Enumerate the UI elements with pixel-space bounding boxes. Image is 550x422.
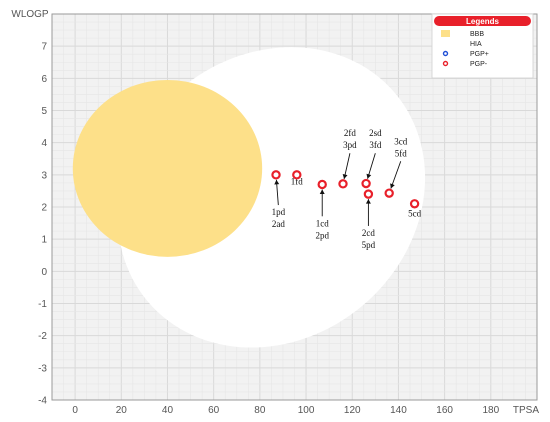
legend-title: Legends [466,17,499,26]
data-point [317,179,327,190]
y-tick-label: 6 [41,74,47,85]
region-bbb [72,79,263,257]
legend-title-bar [434,16,531,26]
x-tick-label: 160 [436,405,453,416]
y-tick-label: -4 [38,396,47,407]
annotation-arrowhead [390,183,395,189]
y-tick-label: 5 [41,106,47,117]
data-point [338,179,348,189]
x-tick-label: 0 [72,405,78,416]
y-tick-label: 1 [41,235,47,246]
annotation-label: 2ad [272,219,285,229]
y-axis-title: WLOGP [11,9,49,20]
plot-border [51,13,538,401]
data-point [384,188,394,198]
legend-swatch [440,39,451,48]
data-point [292,170,302,180]
annotation-label: 3pd [343,140,357,150]
annotation-arrowhead [366,173,372,179]
annotation-label: 3fd [369,140,381,150]
x-tick-label: 140 [390,405,407,416]
annotation-arrowhead [342,174,348,179]
annotation-label: 3cd [394,136,407,146]
y-tick-label: -2 [38,331,47,342]
annotation-arrowhead [365,199,371,204]
annotation-arrowhead [274,179,280,185]
annotation-label: 1fd [291,176,303,186]
data-point [363,189,374,199]
annotation-label: 5fd [395,148,407,158]
annotation-label: 5pd [362,240,376,250]
regions [72,47,426,348]
annotations: 1pd 2ad 1fd 1cd 2pd 2fd 3pd 2sd 3fd 2cd 5pd 3cd 5fd 5… [272,128,422,250]
x-tick-label: 80 [254,405,266,416]
data-point [409,199,420,209]
legend-label: BBB [470,31,484,38]
annotation-arrow [390,161,402,189]
annotation-label: 2fd [344,128,356,138]
annotation-label: 2sd [369,128,382,138]
legend-label: HIA [470,41,482,48]
legend-label: PGP+ [470,51,489,58]
x-tick-label: 20 [116,405,128,416]
annotation-arrowhead [319,189,325,194]
x-tick-label: 120 [344,405,361,416]
y-tick-label: 0 [41,267,47,278]
x-tick-label: 180 [482,405,499,416]
x-axis-title: TPSA [513,405,539,416]
annotation-label: 5cd [408,209,421,219]
y-tick-label: -1 [38,299,47,310]
annotation-label: 2cd [362,228,375,238]
data-point [361,178,371,189]
series-pgp [271,170,420,209]
legend-marker [442,50,449,57]
y-tick-label: 7 [41,42,47,53]
legend-marker [442,60,449,67]
x-tick-label: 60 [208,405,220,416]
x-tick-label: 100 [298,405,315,416]
data-point [271,170,281,180]
legend: Legends BBB HIA PGP+ PGP- [431,13,534,79]
y-tick-label: 2 [41,203,47,214]
y-tick-label: 3 [41,170,47,181]
y-tick-label: -3 [38,363,47,374]
y-tick-label: 4 [41,138,47,149]
annotation-label: 2pd [315,230,329,240]
legend-label: PGP- [470,61,488,68]
annotation-label: 1cd [316,218,329,228]
annotation-label: 1pd [272,207,286,217]
x-tick-label: 40 [162,405,174,416]
legend-swatch [441,30,450,37]
axes: 0 20 40 60 80 100 120 140 160 180 -4 -3 -2 -1 0 1 2 3 4 5 6 7… [11,9,539,416]
